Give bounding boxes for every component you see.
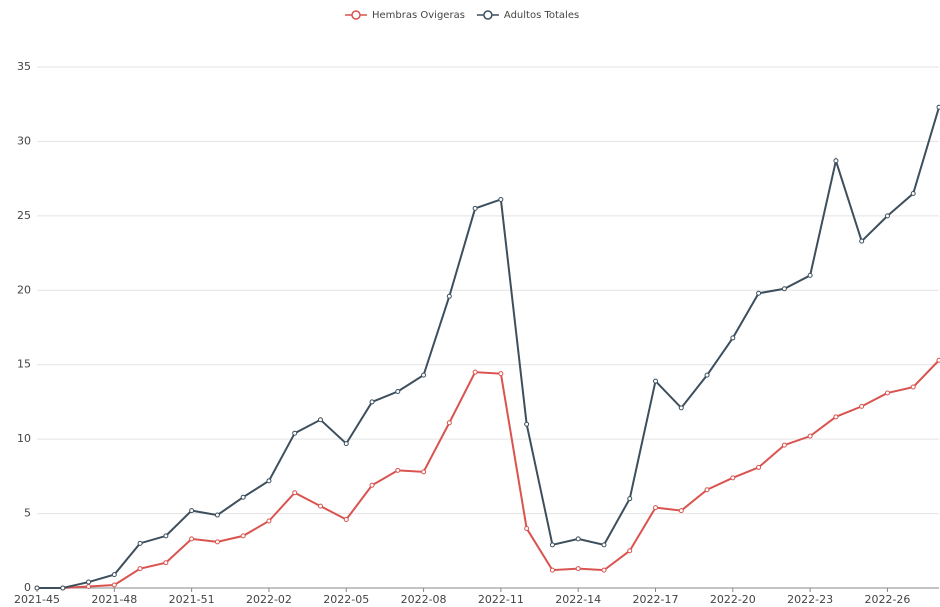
point: [884, 213, 890, 219]
x-tick-label: 2022-11: [478, 593, 524, 606]
point: [343, 517, 349, 523]
point: [60, 585, 66, 591]
point: [369, 482, 375, 488]
point: [833, 414, 839, 420]
point: [421, 469, 427, 475]
point: [498, 196, 504, 202]
legend-marker: [483, 10, 493, 20]
y-tick-label: 10: [17, 432, 31, 445]
point: [730, 335, 736, 341]
y-tick-label: 15: [17, 358, 31, 371]
x-tick-label: 2022-23: [787, 593, 833, 606]
y-tick-label: 35: [17, 60, 31, 73]
point: [730, 475, 736, 481]
x-tick-label: 2021-45: [14, 593, 60, 606]
point: [781, 286, 787, 292]
point: [524, 421, 530, 427]
point: [214, 512, 220, 518]
point: [498, 371, 504, 377]
point: [292, 490, 298, 496]
x-tick-label: 2022-08: [401, 593, 447, 606]
x-tick-label: 2021-48: [91, 593, 137, 606]
y-tick-label: 0: [24, 581, 31, 594]
point: [678, 508, 684, 514]
series-line: [37, 359, 940, 589]
point: [317, 503, 323, 509]
point: [936, 104, 940, 110]
point: [34, 585, 40, 591]
point: [446, 293, 452, 299]
legend-marker: [351, 10, 361, 20]
x-tick-label: 2022-05: [323, 593, 369, 606]
point: [111, 582, 117, 588]
point: [653, 505, 659, 511]
x-tick-label: 2022-26: [864, 593, 910, 606]
point: [240, 494, 246, 500]
point: [627, 548, 633, 554]
point: [575, 566, 581, 572]
point: [756, 464, 762, 470]
point: [137, 540, 143, 546]
y-tick-label: 30: [17, 134, 31, 147]
point: [421, 372, 427, 378]
y-tick-label: 20: [17, 283, 31, 296]
point: [859, 403, 865, 409]
point: [395, 389, 401, 395]
point: [524, 525, 530, 531]
point: [472, 205, 478, 211]
point: [575, 536, 581, 542]
point: [266, 518, 272, 524]
point: [137, 566, 143, 572]
x-tick-label: 2021-51: [169, 593, 215, 606]
point: [343, 441, 349, 447]
point: [833, 158, 839, 164]
point: [910, 191, 916, 197]
point: [704, 487, 710, 493]
point: [884, 390, 890, 396]
point: [240, 533, 246, 539]
point: [266, 478, 272, 484]
point: [292, 430, 298, 436]
x-tick-label: 2022-14: [555, 593, 601, 606]
point: [189, 508, 195, 514]
point: [446, 420, 452, 426]
series-line: [37, 106, 940, 589]
point: [859, 238, 865, 244]
point: [549, 542, 555, 548]
point: [163, 560, 169, 566]
point: [601, 567, 607, 573]
point: [214, 539, 220, 545]
y-tick-label: 5: [24, 507, 31, 520]
x-tick-label: 2022-17: [633, 593, 679, 606]
point: [627, 496, 633, 502]
x-tick-label: 2022-20: [710, 593, 756, 606]
x-tick-label: 2022-02: [246, 593, 292, 606]
point: [781, 442, 787, 448]
point: [936, 357, 940, 363]
legend-label: Hembras Ovigeras: [372, 10, 465, 21]
point: [807, 433, 813, 439]
point: [807, 272, 813, 278]
point: [86, 579, 92, 585]
y-tick-label: 25: [17, 209, 31, 222]
point: [86, 584, 92, 590]
point: [549, 567, 555, 573]
point: [704, 372, 710, 378]
point: [111, 572, 117, 578]
point: [163, 533, 169, 539]
point: [756, 290, 762, 296]
point: [317, 417, 323, 423]
point: [395, 467, 401, 473]
legend-label: Adultos Totales: [504, 10, 579, 21]
point: [653, 378, 659, 384]
point: [601, 542, 607, 548]
point: [678, 405, 684, 411]
point: [189, 536, 195, 542]
point: [472, 369, 478, 375]
point: [910, 384, 916, 390]
point: [369, 399, 375, 405]
